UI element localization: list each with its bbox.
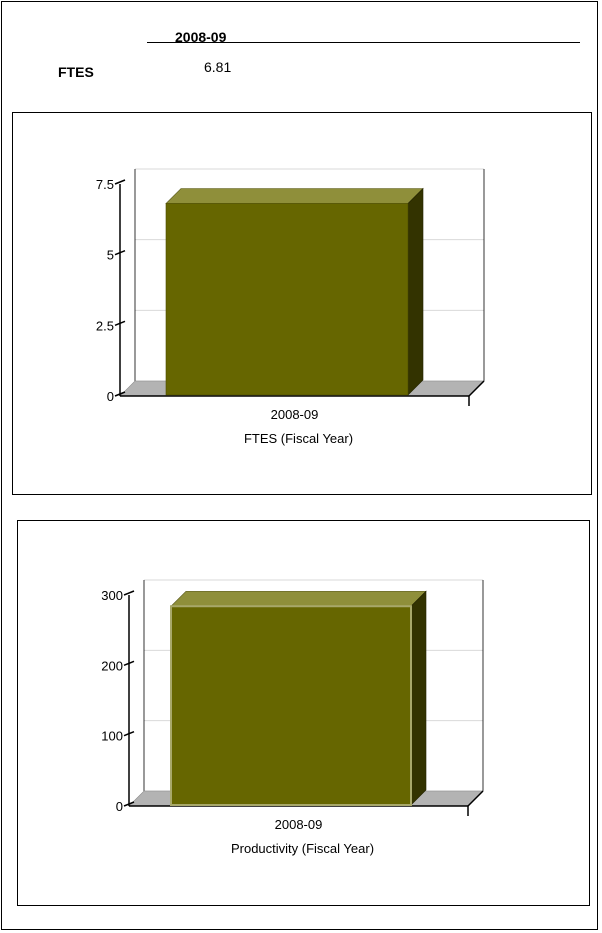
header-rule [147, 42, 580, 43]
y-tick [114, 249, 126, 256]
y-tick-label: 7.5 [96, 177, 114, 192]
metric-value: 6.81 [204, 59, 232, 75]
x-axis-title: Productivity (Fiscal Year) [231, 841, 374, 856]
bar [165, 203, 409, 396]
y-tick [123, 801, 135, 807]
ftes-bar-chart: 0 2.5 5 7.5 2008-09 FTES (Fiscal Year) [96, 168, 485, 446]
x-axis-depth-edge [468, 380, 485, 397]
y-tick [123, 730, 135, 737]
bar-side [407, 187, 424, 396]
ftes-chart-panel: 0 2.5 5 7.5 2008-09 FTES (Fiscal Year) [12, 112, 592, 495]
y-tick-label: 100 [101, 729, 123, 744]
x-category-label: 2008-09 [275, 817, 323, 832]
y-tick-label: 300 [101, 588, 123, 603]
y-tick-label: 200 [101, 658, 123, 673]
y-tick [123, 590, 135, 596]
y-tick [114, 391, 126, 397]
x-axis-title: FTES (Fiscal Year) [244, 431, 353, 446]
y-tick-label: 0 [107, 389, 114, 404]
year-column-header: 2008-09 [175, 29, 227, 45]
productivity-chart-panel: 0 100 200 300 2008-09 Productivity (Fiscal Ye… [17, 520, 590, 906]
productivity-bar-chart: 0 100 200 300 2008-09 Productivity (Fiscal Ye… [101, 579, 484, 856]
y-tick [114, 320, 126, 327]
bar-side [410, 590, 427, 806]
y-tick-label: 2.5 [96, 318, 114, 333]
y-tick-label: 5 [107, 248, 114, 263]
y-tick-label: 0 [116, 799, 123, 814]
y-tick [123, 660, 135, 667]
y-tick [114, 179, 126, 185]
x-axis-depth-edge [467, 790, 484, 807]
metric-label: FTES [58, 64, 94, 80]
bar-top [165, 188, 424, 204]
bar-top [170, 590, 427, 607]
bar [170, 605, 412, 807]
x-category-label: 2008-09 [271, 407, 319, 422]
